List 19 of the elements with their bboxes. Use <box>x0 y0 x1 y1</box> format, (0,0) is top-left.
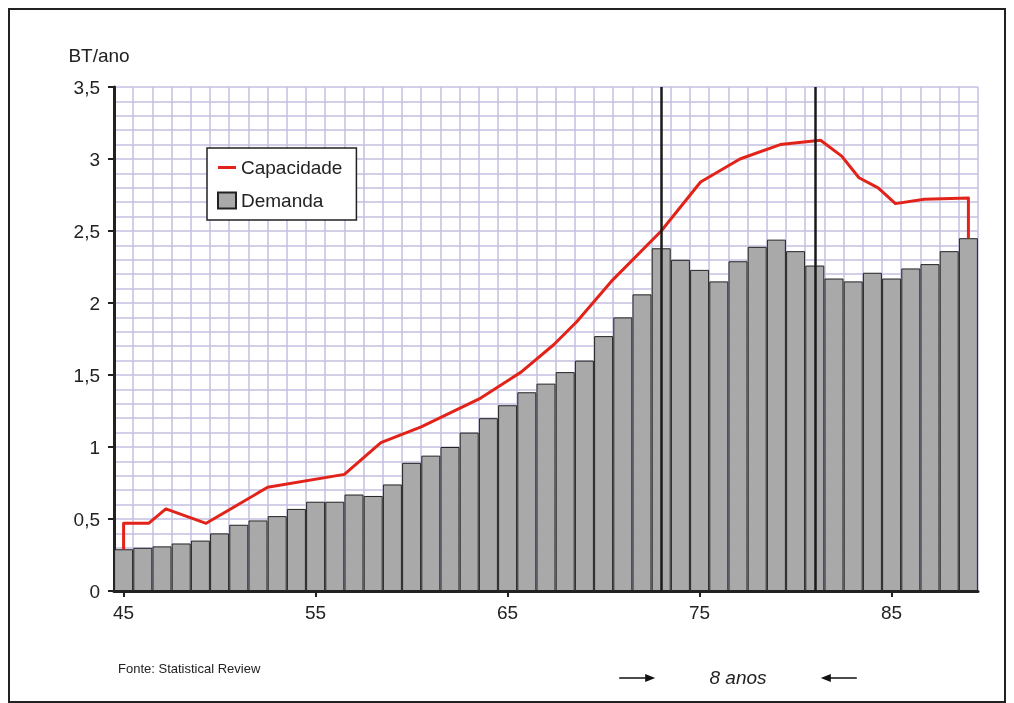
y-tick-label: 1,5 <box>73 364 100 386</box>
x-tick-label: 45 <box>113 602 135 623</box>
legend-label: Demanda <box>241 190 324 211</box>
legend-label: Capacidade <box>241 157 343 178</box>
line-series <box>122 138 970 551</box>
y-tick-label: 3 <box>89 148 100 170</box>
y-tick-label: 1 <box>89 436 100 458</box>
x-tick-label: 85 <box>881 602 903 623</box>
y-tick-label: 0,5 <box>73 508 100 530</box>
y-tick-label: 0 <box>89 580 100 602</box>
y-axis-title: BT/ano <box>68 45 130 66</box>
y-tick-label: 3,5 <box>73 76 100 98</box>
source-note: Fonte: Statistical Review <box>118 661 261 676</box>
y-tick-label: 2,5 <box>73 220 100 242</box>
x-tick-label: 65 <box>497 602 519 623</box>
y-tick-label: 2 <box>89 292 100 314</box>
x-tick-label: 55 <box>305 602 327 623</box>
text: 8 anos <box>709 667 768 688</box>
x-tick-label: 75 <box>689 602 711 623</box>
